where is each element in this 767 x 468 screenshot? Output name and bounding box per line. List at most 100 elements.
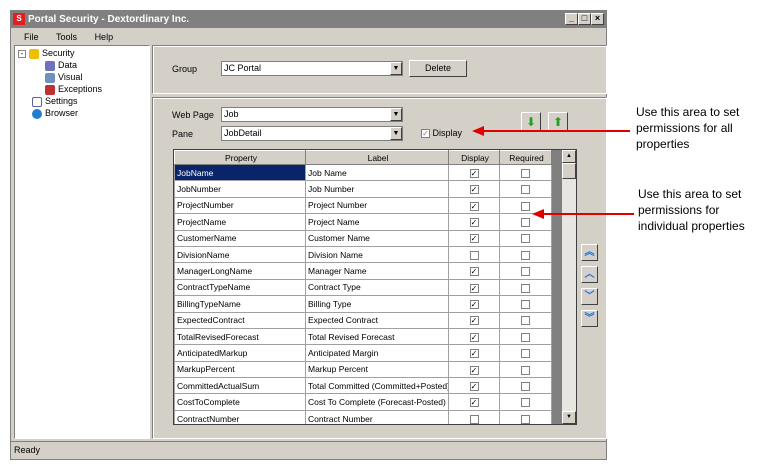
required-checkbox[interactable] [521, 185, 530, 195]
display-checkbox[interactable]: ✓ [469, 168, 479, 178]
display-all-checkbox[interactable]: ✓ Display [421, 128, 463, 139]
checkbox[interactable]: ✓ [421, 129, 430, 139]
table-row[interactable]: CostToComplete Cost To Complete (Forecas… [174, 393, 552, 411]
display-checkbox[interactable] [469, 250, 479, 260]
table-row[interactable]: ContractNumber Contract Number [174, 409, 552, 424]
scroll-thumb[interactable] [562, 163, 576, 179]
tree-item-visual[interactable]: Visual [45, 71, 82, 83]
display-checkbox[interactable]: ✓ [469, 349, 479, 359]
chevron-down-icon[interactable]: ▼ [390, 108, 402, 121]
required-checkbox[interactable] [521, 349, 530, 359]
tree-item-settings[interactable]: Settings [32, 95, 78, 107]
display-checkbox[interactable]: ✓ [469, 332, 479, 342]
required-checkbox[interactable] [521, 201, 530, 211]
nav-tree: - Security Data Visual Exceptions Setting… [14, 45, 150, 439]
pane-select[interactable]: JobDetail ▼ [221, 126, 403, 141]
required-cell [499, 409, 552, 424]
checklist-icon [32, 96, 42, 107]
group-panel: Group JC Portal ▼ Delete [152, 45, 607, 94]
column-header-property[interactable]: Property [174, 150, 306, 165]
display-checkbox[interactable] [469, 414, 479, 424]
required-checkbox[interactable] [521, 267, 530, 277]
move-up-icon[interactable]: ︿ [581, 266, 598, 283]
required-checkbox[interactable] [521, 316, 530, 326]
move-down-icon[interactable]: ﹀ [581, 288, 598, 305]
annotation-all: Use this area to set permissions for all… [636, 105, 740, 151]
required-checkbox[interactable] [521, 414, 530, 424]
table-row[interactable]: CustomerName Customer Name ✓ [174, 229, 552, 247]
display-checkbox[interactable]: ✓ [469, 185, 479, 195]
menu-file[interactable]: File [24, 32, 39, 42]
display-checkbox[interactable]: ✓ [469, 398, 479, 408]
column-header-required[interactable]: Required [499, 150, 552, 165]
display-checkbox[interactable]: ✓ [469, 283, 479, 293]
required-checkbox[interactable] [521, 283, 530, 293]
arrow-head-individual [532, 209, 544, 219]
menu-help[interactable]: Help [94, 32, 114, 42]
required-checkbox[interactable] [521, 332, 530, 342]
display-checkbox[interactable]: ✓ [469, 201, 479, 211]
collapse-icon[interactable]: - [18, 50, 26, 58]
webpage-select[interactable]: Job ▼ [221, 107, 403, 122]
display-checkbox[interactable]: ✓ [469, 234, 479, 244]
group-select[interactable]: JC Portal ▼ [221, 61, 403, 76]
display-checkbox[interactable]: ✓ [469, 365, 479, 375]
database-icon [45, 60, 55, 71]
maximize-button[interactable]: □ [578, 13, 591, 25]
table-row[interactable]: ProjectName Project Name ✓ [174, 213, 552, 231]
table-row[interactable]: MarkupPercent Markup Percent ✓ [174, 360, 552, 379]
move-top-icon[interactable]: ︽ [581, 244, 598, 261]
close-button[interactable]: × [591, 13, 604, 25]
tree-item-data[interactable]: Data [45, 59, 77, 71]
required-checkbox[interactable] [521, 168, 530, 178]
menu-tools[interactable]: Tools [56, 32, 78, 42]
window-title: Portal Security - Dextordinary Inc. [28, 14, 190, 25]
title-bar: S Portal Security - Dextordinary Inc. _ … [11, 11, 606, 28]
delete-button[interactable]: Delete [409, 60, 467, 77]
required-checkbox[interactable] [521, 381, 530, 391]
grid-scrollbar[interactable]: ▲ ▼ [562, 150, 576, 424]
display-checkbox[interactable]: ✓ [469, 217, 479, 227]
scroll-up-button[interactable]: ▲ [562, 150, 576, 163]
table-row[interactable]: ExpectedContract Expected Contract ✓ [174, 311, 552, 329]
menu-bar: File Tools Help [11, 30, 115, 44]
minimize-button[interactable]: _ [565, 13, 578, 25]
pane-label: Pane [172, 129, 194, 139]
table-row[interactable]: CommittedActualSum Total Committed (Comm… [174, 377, 552, 395]
table-row[interactable]: ContractTypeName Contract Type ✓ [174, 278, 552, 297]
move-bottom-icon[interactable]: ︾ [581, 310, 598, 327]
required-checkbox[interactable] [521, 234, 530, 244]
display-checkbox[interactable]: ✓ [469, 267, 479, 277]
scroll-down-button[interactable]: ▼ [562, 411, 576, 424]
table-row[interactable]: TotalRevisedForecast Total Revised Forec… [174, 327, 552, 346]
webpage-label: Web Page [172, 110, 214, 120]
status-bar: Ready [11, 441, 606, 459]
display-checkbox[interactable]: ✓ [469, 299, 479, 309]
monitor-icon [45, 72, 55, 83]
app-icon: S [13, 13, 25, 25]
required-checkbox[interactable] [521, 365, 530, 375]
required-checkbox[interactable] [521, 299, 530, 309]
required-cell [499, 213, 552, 231]
arrow-head-all [472, 126, 484, 136]
table-row[interactable]: BillingTypeName Billing Type ✓ [174, 295, 552, 313]
app-window: S Portal Security - Dextordinary Inc. _ … [10, 10, 607, 460]
exceptions-icon [45, 84, 55, 95]
tree-item-exceptions[interactable]: Exceptions [45, 83, 102, 95]
required-checkbox[interactable] [521, 250, 530, 260]
required-checkbox[interactable] [521, 217, 530, 227]
table-row[interactable]: DivisionName Division Name [174, 245, 552, 264]
upload-icon[interactable]: ⬆ [548, 112, 568, 132]
chevron-down-icon[interactable]: ▼ [390, 127, 402, 140]
permissions-panel: Web Page Job ▼ Pane JobDetail ▼ ✓ Display … [152, 97, 607, 439]
chevron-down-icon[interactable]: ▼ [390, 62, 402, 75]
display-checkbox[interactable]: ✓ [469, 316, 479, 326]
column-header-label[interactable]: Label [305, 150, 449, 165]
property-cell[interactable]: JobName [174, 163, 306, 182]
required-checkbox[interactable] [521, 398, 530, 408]
tree-item-browser[interactable]: Browser [32, 107, 78, 119]
tree-item-security[interactable]: - Security [18, 47, 75, 59]
display-checkbox[interactable]: ✓ [469, 381, 479, 391]
group-label: Group [172, 64, 198, 74]
